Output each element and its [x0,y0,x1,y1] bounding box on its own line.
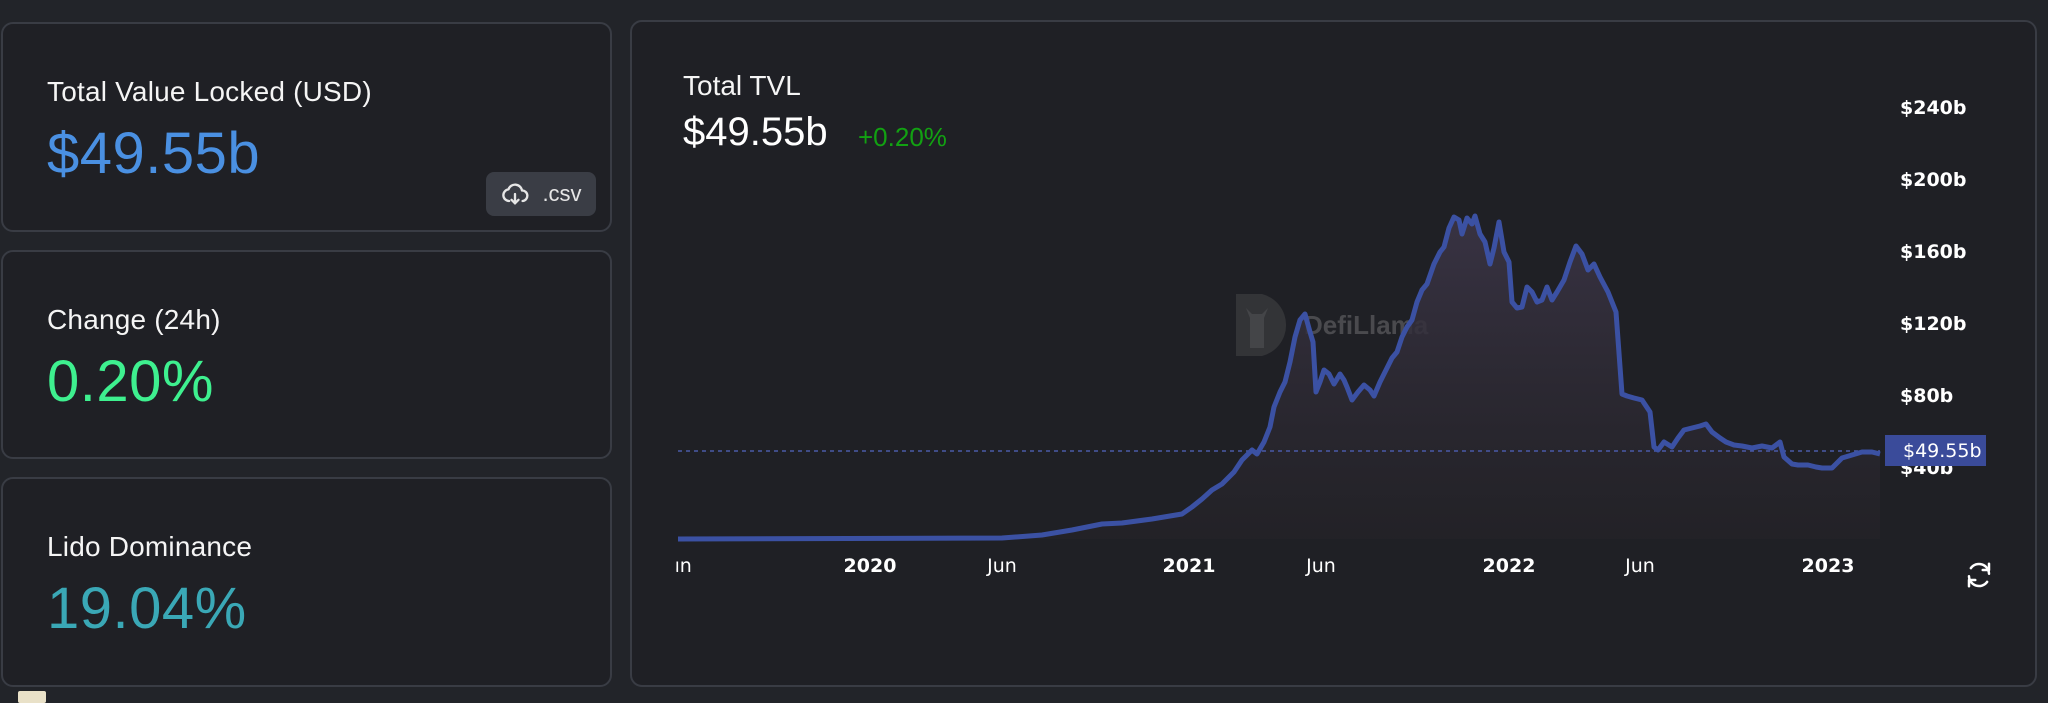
chart-change: +0.20% [858,122,947,152]
y-tick: $240b [1900,97,1967,119]
y-tick: $160b [1900,241,1967,263]
x-tick: 2021 [1162,555,1216,577]
dominance-card: Lido Dominance 19.04% [1,477,612,687]
x-tick: 2020 [843,555,897,577]
tvl-area-fill [678,216,1880,539]
x-tick: 2023 [1801,555,1855,577]
current-price-value: $49.55b [1903,439,1982,462]
tvl-card: Total Value Locked (USD) $49.55b .csv [1,22,612,232]
tvl-line [677,213,1881,542]
dominance-value: 19.04% [47,576,247,641]
dominance-label: Lido Dominance [47,531,253,562]
x-tick: Jun [662,555,692,577]
y-tick: $80b [1900,385,1954,407]
change-value: 0.20% [47,349,214,414]
x-tick: Jun [987,555,1017,577]
cloud-download-icon [502,183,529,205]
y-tick: $200b [1900,169,1967,191]
llama-logo-icon [1236,294,1287,356]
x-tick: Jun [1306,555,1336,577]
tvl-chart-card: Total TVL $49.55b +0.20% DefiLlama $240b… [630,20,2037,687]
tvl-area-chart[interactable] [632,22,2035,685]
tvl-label: Total Value Locked (USD) [47,76,372,107]
download-csv-button[interactable]: .csv [486,172,596,216]
chart-value: $49.55b [683,110,828,154]
change-card: Change (24h) 0.20% [1,250,612,459]
y-tick: $120b [1900,313,1967,335]
x-tick: Jun [1625,555,1655,577]
csv-label: .csv [542,181,582,206]
change-label: Change (24h) [47,304,221,335]
current-price-tag: $49.55b [1885,435,1986,466]
refresh-icon[interactable] [1964,560,1994,590]
thumbnail [18,691,46,703]
x-tick: 2022 [1482,555,1536,577]
tvl-value: $49.55b [47,121,261,186]
chart-title: Total TVL [683,70,801,101]
